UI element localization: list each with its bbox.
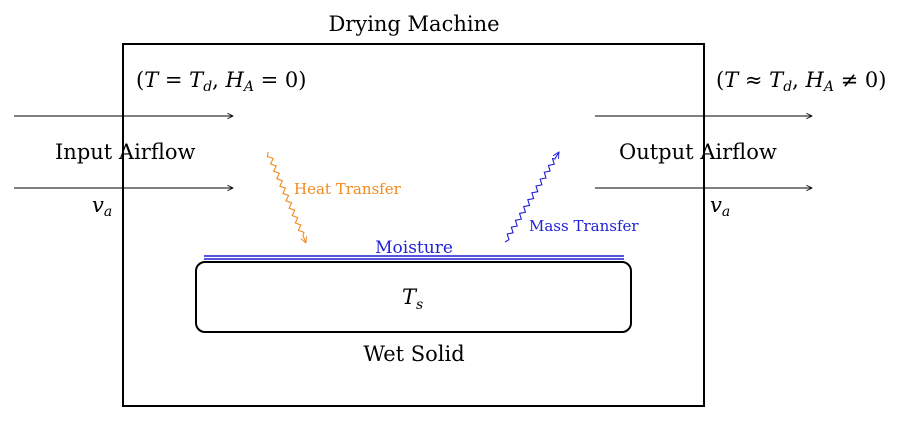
moisture-label: Moisture	[375, 238, 453, 258]
input-velocity: va	[92, 193, 112, 220]
input-condition: (T = Td, HA = 0)	[136, 68, 306, 95]
machine-box	[122, 43, 705, 407]
heat-transfer-arrow	[266, 151, 306, 243]
solid-temperature: Ts	[402, 285, 423, 313]
wet-solid-label: Wet Solid	[363, 342, 464, 366]
heat-transfer-label: Heat Transfer	[294, 180, 402, 198]
output-velocity: va	[710, 193, 730, 220]
output-condition: (T ≈ Td, HA ≠ 0)	[716, 68, 886, 95]
output-airflow-label: Output Airflow	[619, 140, 777, 164]
diagram-title: Drying Machine	[328, 12, 499, 36]
wet-solid-box	[195, 261, 632, 333]
mass-transfer-arrow	[504, 152, 559, 243]
mass-transfer-label: Mass Transfer	[529, 217, 639, 235]
input-airflow-label: Input Airflow	[55, 140, 195, 164]
